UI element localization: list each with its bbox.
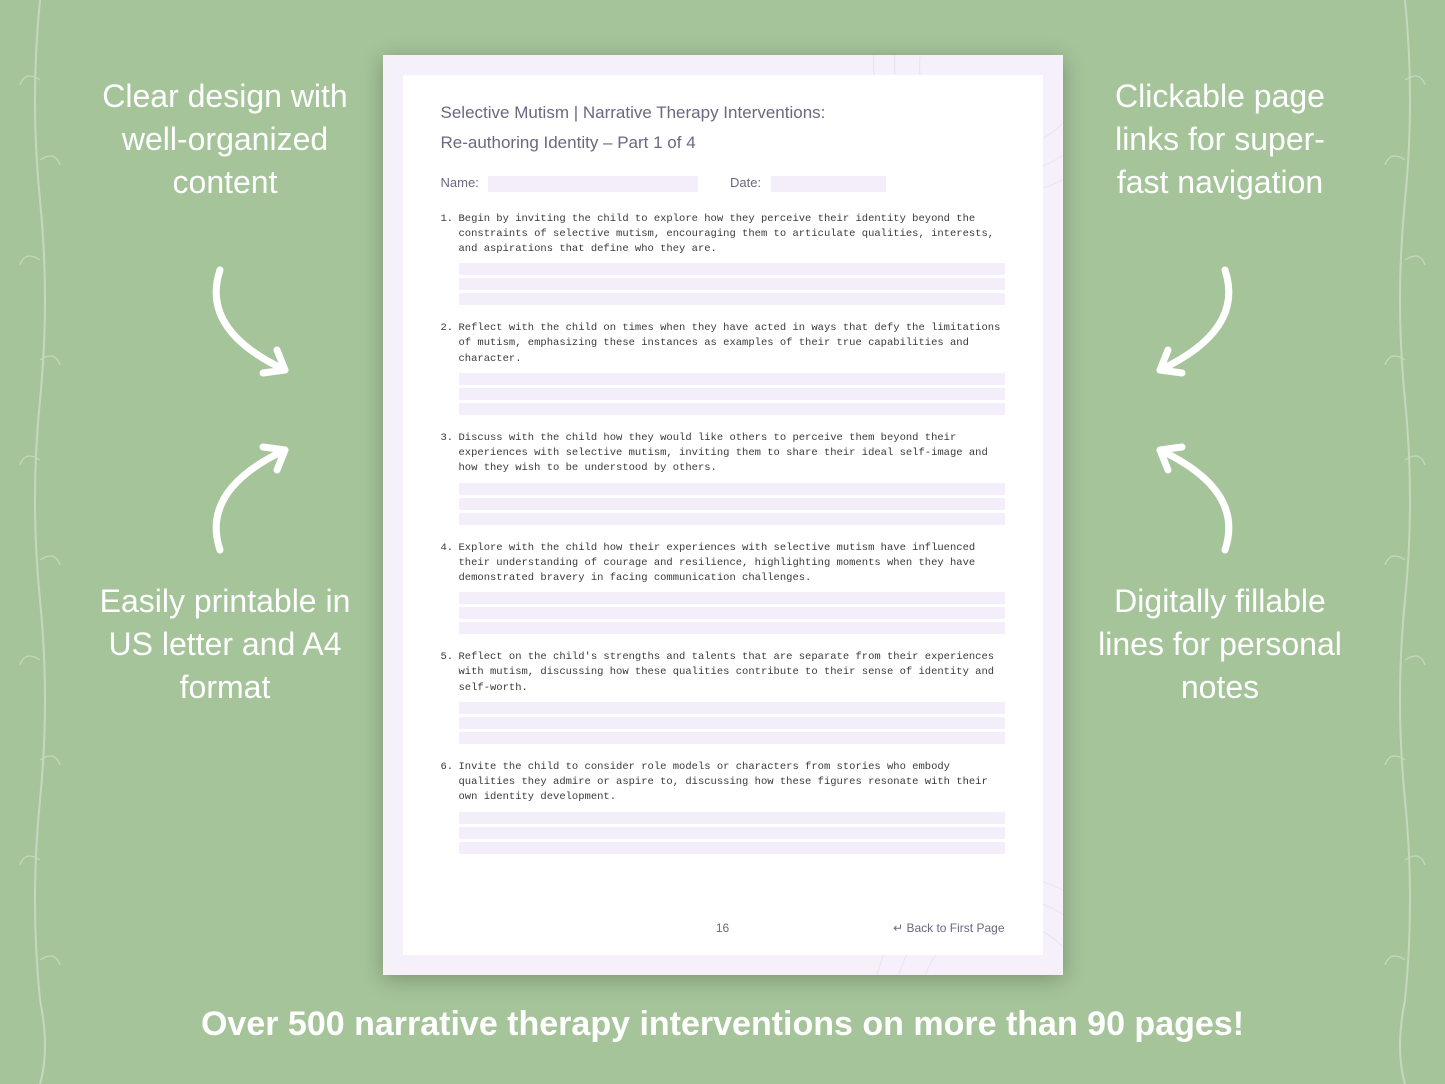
item-text: Invite the child to consider role models… [459,760,1005,806]
fillable-line[interactable] [459,607,1005,619]
date-field[interactable] [771,176,886,192]
decorative-vine-right [1375,0,1435,1084]
fillable-line[interactable] [459,293,1005,305]
item-number: 4. [441,541,459,587]
fillable-line[interactable] [459,513,1005,525]
item-text: Discuss with the child how they would li… [459,431,1005,477]
worksheet-item: 3.Discuss with the child how they would … [441,431,1005,525]
arrow-top-right-icon [1115,250,1255,390]
worksheet-item: 4.Explore with the child how their exper… [441,541,1005,635]
page-footer: 16 ↵ Back to First Page [441,921,1005,935]
fillable-lines[interactable] [459,592,1005,634]
fillable-lines[interactable] [459,812,1005,854]
item-number: 1. [441,212,459,258]
document-title: Selective Mutism | Narrative Therapy Int… [441,103,1005,123]
arrow-bottom-left-icon [190,430,330,570]
callout-bottom-right: Digitally fillable lines for personal no… [1090,580,1350,710]
date-label: Date: [730,175,761,190]
name-field[interactable] [488,176,698,192]
items-list: 1.Begin by inviting the child to explore… [441,212,1005,921]
page-inner: Selective Mutism | Narrative Therapy Int… [403,75,1043,955]
fillable-line[interactable] [459,842,1005,854]
fillable-lines[interactable] [459,373,1005,415]
name-label: Name: [441,175,479,190]
item-number: 5. [441,650,459,696]
worksheet-item: 5.Reflect on the child's strengths and t… [441,650,1005,744]
arrow-top-left-icon [190,250,330,390]
decorative-vine-left [10,0,70,1084]
fillable-line[interactable] [459,717,1005,729]
item-text: Explore with the child how their experie… [459,541,1005,587]
fillable-lines[interactable] [459,483,1005,525]
fillable-line[interactable] [459,483,1005,495]
fillable-line[interactable] [459,373,1005,385]
fillable-line[interactable] [459,592,1005,604]
fillable-lines[interactable] [459,263,1005,305]
promo-footer-text: Over 500 narrative therapy interventions… [0,1005,1445,1044]
fillable-line[interactable] [459,278,1005,290]
page-number: 16 [716,921,729,935]
fillable-line[interactable] [459,702,1005,714]
fillable-lines[interactable] [459,702,1005,744]
fillable-line[interactable] [459,403,1005,415]
arrow-bottom-right-icon [1115,430,1255,570]
fillable-line[interactable] [459,827,1005,839]
item-number: 6. [441,760,459,806]
fillable-line[interactable] [459,812,1005,824]
fillable-line[interactable] [459,263,1005,275]
document-subtitle: Re-authoring Identity – Part 1 of 4 [441,133,1005,153]
worksheet-item: 2.Reflect with the child on times when t… [441,321,1005,415]
callout-top-left: Clear design with well-organized content [95,75,355,205]
fillable-line[interactable] [459,498,1005,510]
item-number: 2. [441,321,459,367]
item-number: 3. [441,431,459,477]
meta-row: Name: Date: [441,175,1005,192]
callout-top-right: Clickable page links for super-fast navi… [1090,75,1350,205]
item-text: Begin by inviting the child to explore h… [459,212,1005,258]
fillable-line[interactable] [459,732,1005,744]
item-text: Reflect with the child on times when the… [459,321,1005,367]
item-text: Reflect on the child's strengths and tal… [459,650,1005,696]
worksheet-item: 1.Begin by inviting the child to explore… [441,212,1005,306]
worksheet-item: 6.Invite the child to consider role mode… [441,760,1005,854]
document-page: Selective Mutism | Narrative Therapy Int… [383,55,1063,975]
callout-bottom-left: Easily printable in US letter and A4 for… [95,580,355,710]
back-to-first-link[interactable]: ↵ Back to First Page [893,921,1004,935]
fillable-line[interactable] [459,388,1005,400]
fillable-line[interactable] [459,622,1005,634]
